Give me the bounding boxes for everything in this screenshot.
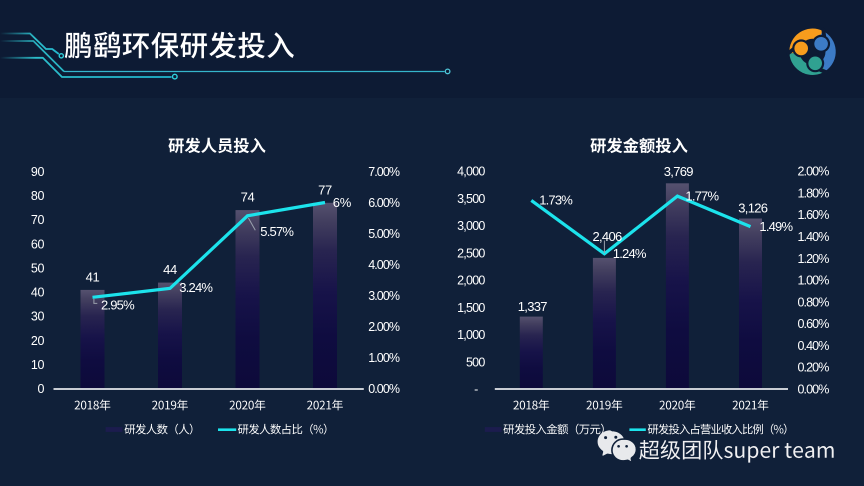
svg-text:1.20%: 1.20%: [798, 252, 830, 266]
svg-text:5.00%: 5.00%: [368, 227, 400, 241]
svg-text:1,337: 1,337: [518, 299, 548, 314]
svg-text:1.24%: 1.24%: [613, 246, 647, 261]
svg-text:3,000: 3,000: [457, 219, 485, 233]
svg-text:2,000: 2,000: [457, 274, 485, 288]
svg-text:50: 50: [31, 261, 45, 275]
svg-text:-: -: [474, 383, 478, 397]
svg-text:60: 60: [31, 237, 45, 251]
svg-text:7.00%: 7.00%: [368, 165, 400, 179]
svg-text:90: 90: [31, 165, 45, 179]
svg-text:2.00%: 2.00%: [798, 165, 830, 179]
svg-text:3,126: 3,126: [738, 201, 768, 216]
svg-text:41: 41: [86, 270, 100, 285]
svg-text:0.00%: 0.00%: [368, 382, 400, 396]
svg-text:0.80%: 0.80%: [798, 295, 830, 309]
svg-text:1,500: 1,500: [457, 301, 485, 315]
svg-text:1.40%: 1.40%: [798, 230, 830, 244]
svg-text:6.00%: 6.00%: [368, 196, 400, 210]
svg-text:20: 20: [31, 334, 45, 348]
svg-text:6%: 6%: [333, 195, 352, 210]
svg-text:1.80%: 1.80%: [798, 186, 830, 200]
svg-text:2,406: 2,406: [592, 229, 622, 244]
svg-text:0.60%: 0.60%: [798, 317, 830, 331]
svg-text:80: 80: [31, 189, 45, 203]
svg-text:2.95%: 2.95%: [101, 298, 135, 313]
svg-text:3,769: 3,769: [664, 164, 694, 179]
svg-text:1.77%: 1.77%: [685, 188, 719, 203]
svg-text:1.49%: 1.49%: [759, 219, 793, 234]
svg-text:70: 70: [31, 213, 45, 227]
svg-text:0.20%: 0.20%: [798, 361, 830, 375]
svg-text:77: 77: [318, 182, 332, 197]
svg-text:30: 30: [31, 310, 45, 324]
svg-text:74: 74: [241, 190, 255, 205]
svg-text:5.57%: 5.57%: [260, 224, 294, 239]
svg-text:0: 0: [38, 382, 45, 396]
svg-text:0.40%: 0.40%: [798, 339, 830, 353]
svg-text:40: 40: [31, 286, 45, 300]
svg-text:4.00%: 4.00%: [368, 258, 400, 272]
svg-text:1.73%: 1.73%: [539, 193, 573, 208]
svg-text:500: 500: [466, 355, 485, 369]
svg-text:44: 44: [163, 262, 177, 277]
svg-text:10: 10: [31, 358, 45, 372]
svg-text:1.60%: 1.60%: [798, 208, 830, 222]
svg-text:1,000: 1,000: [457, 328, 485, 342]
svg-text:2,500: 2,500: [457, 246, 485, 260]
svg-text:1.00%: 1.00%: [798, 274, 830, 288]
svg-text:0.00%: 0.00%: [798, 383, 830, 397]
svg-text:3,500: 3,500: [457, 192, 485, 206]
svg-text:4,000: 4,000: [457, 165, 485, 179]
svg-text:2.00%: 2.00%: [368, 320, 400, 334]
svg-text:3.00%: 3.00%: [368, 289, 400, 303]
svg-text:1.00%: 1.00%: [368, 351, 400, 365]
svg-text:3.24%: 3.24%: [179, 280, 213, 295]
